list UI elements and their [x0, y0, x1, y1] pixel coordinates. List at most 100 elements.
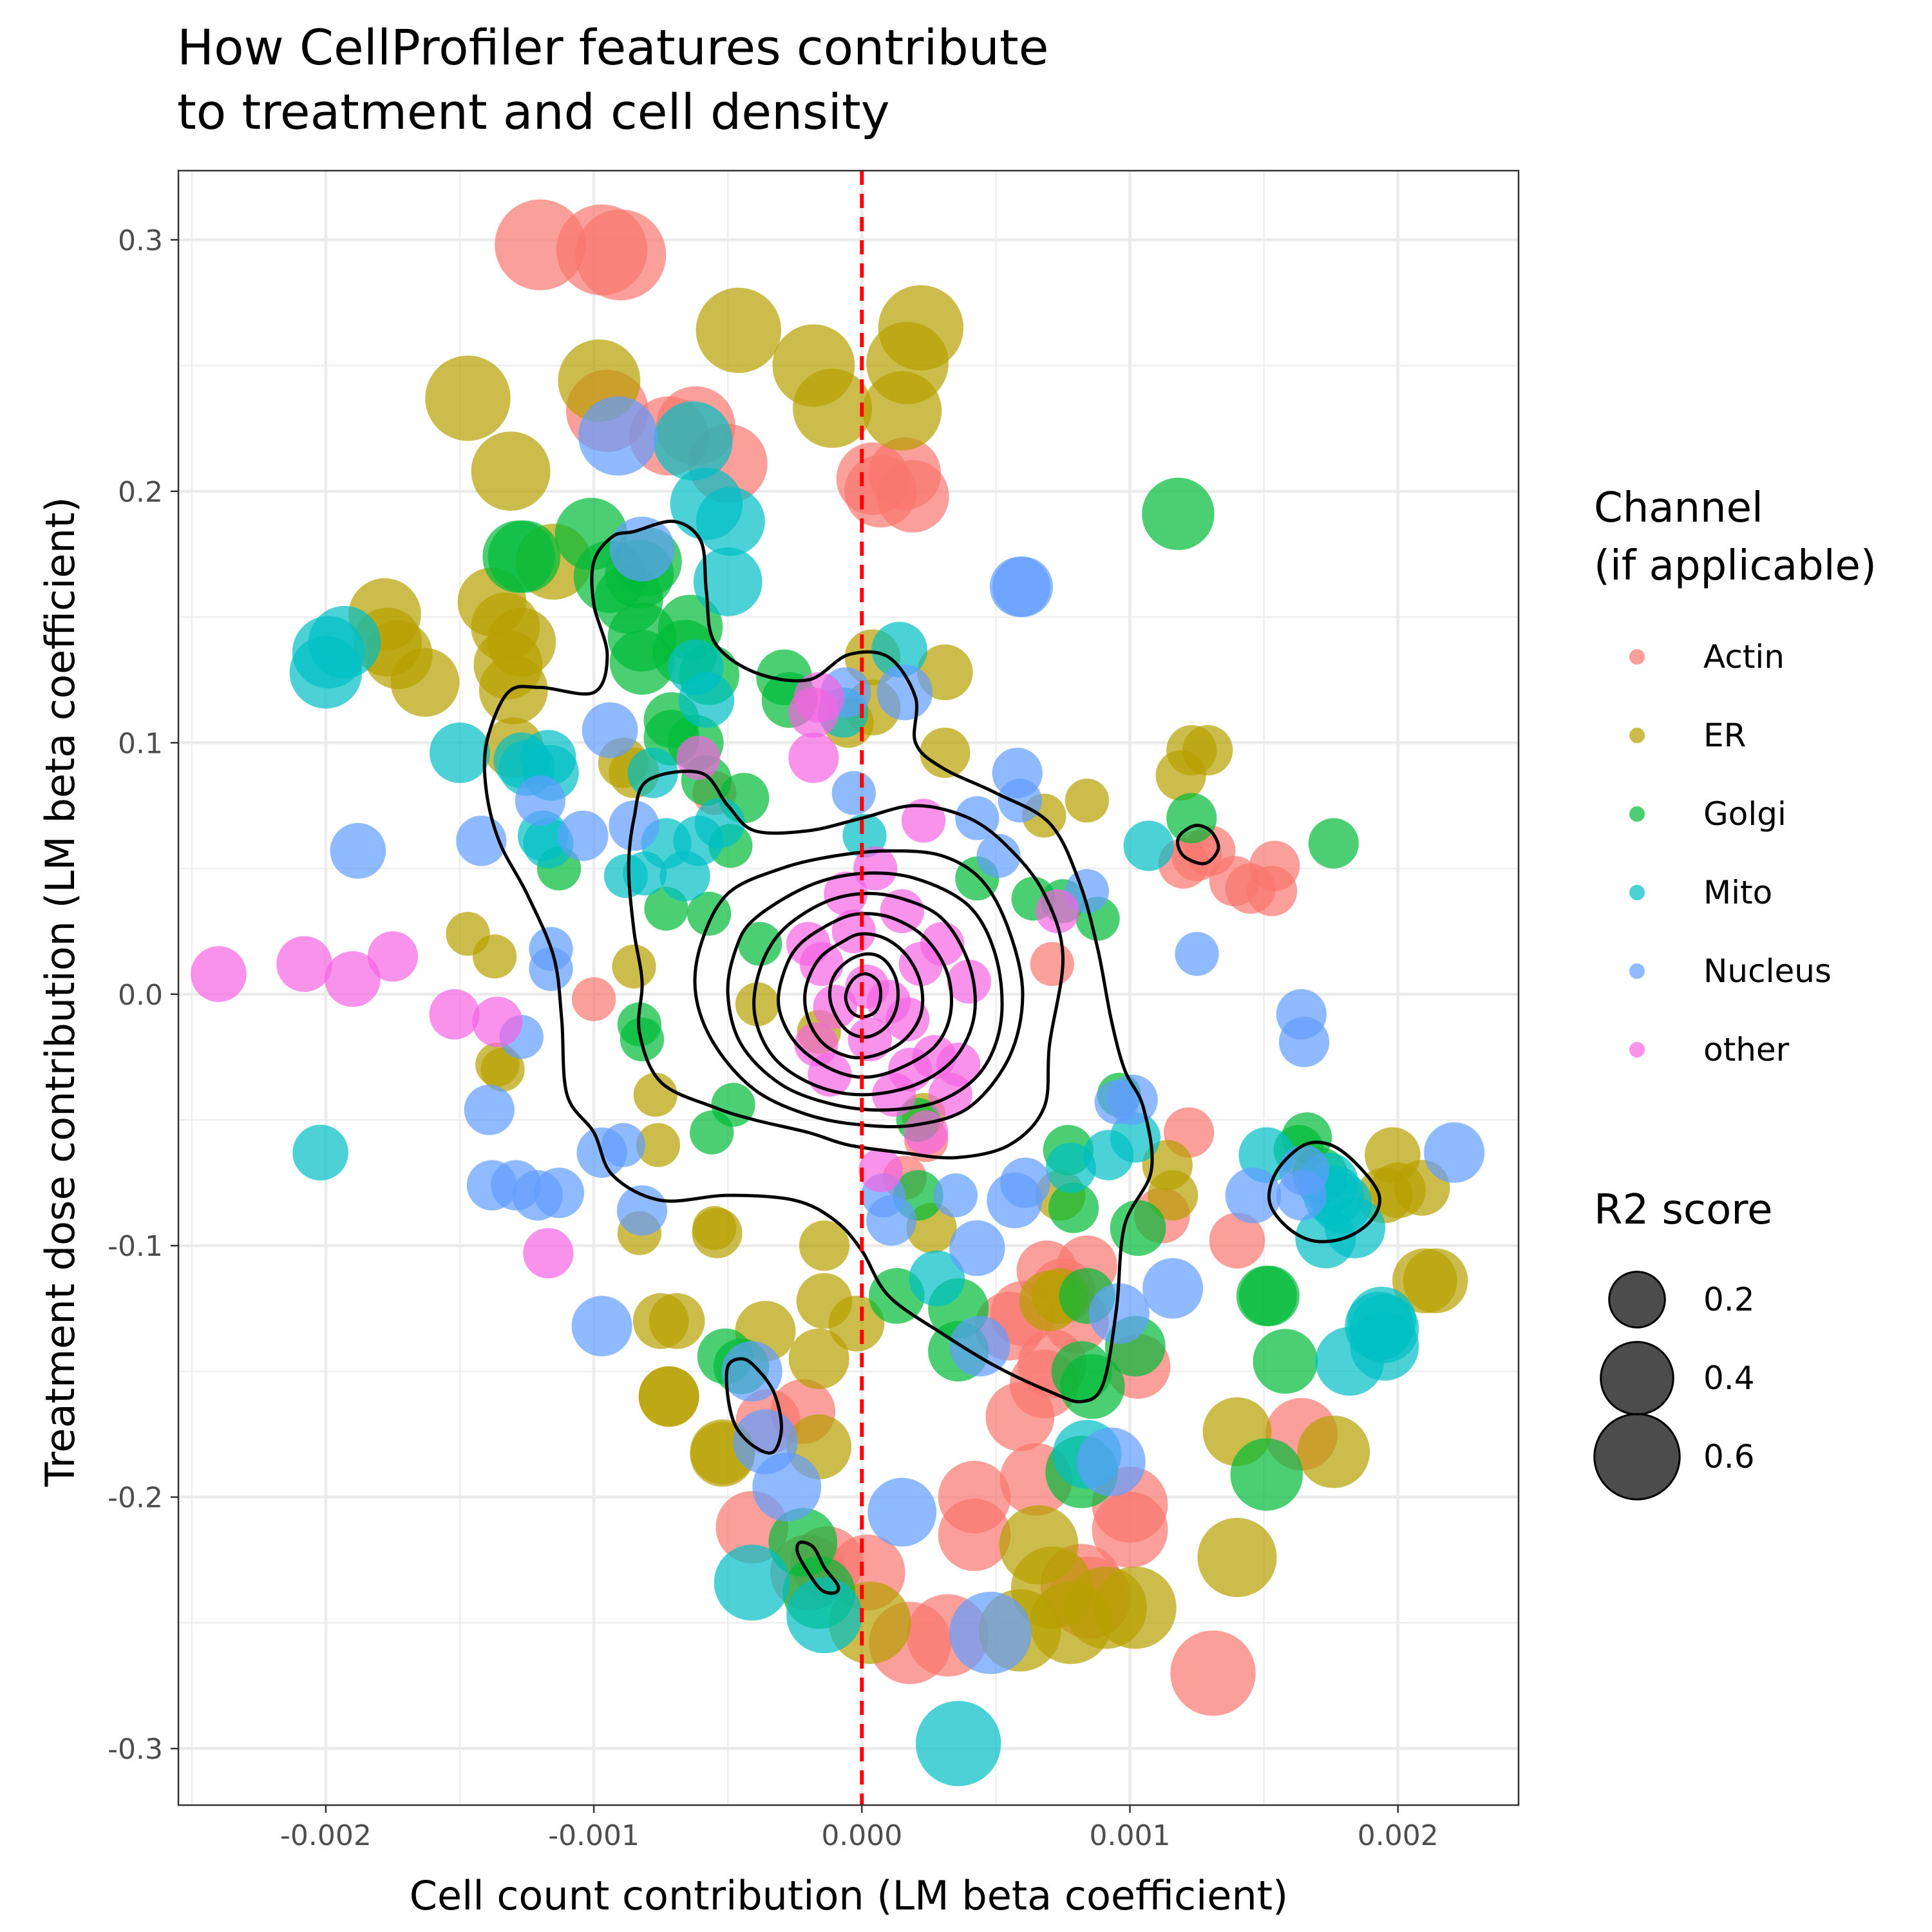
- legend-label-er: ER: [1703, 717, 1746, 754]
- point-nucleus: [1225, 1167, 1282, 1224]
- point-mito: [1315, 1327, 1385, 1396]
- point-nucleus: [558, 810, 609, 861]
- x-tick-label: 0.002: [1358, 1819, 1439, 1852]
- point-actin: [1209, 1213, 1265, 1269]
- point-mito: [693, 547, 762, 616]
- point-other: [325, 951, 381, 1007]
- point-other: [904, 1110, 949, 1155]
- point-er: [1297, 1416, 1370, 1488]
- point-er: [633, 1072, 677, 1117]
- point-golgi: [1230, 1438, 1303, 1511]
- point-mito: [1045, 1142, 1097, 1193]
- point-nucleus: [609, 516, 675, 582]
- point-golgi: [738, 922, 782, 966]
- density-contour-6: [777, 912, 953, 1079]
- point-golgi: [488, 520, 561, 593]
- legend-key-other: [1629, 1042, 1645, 1057]
- point-er: [1403, 1248, 1468, 1314]
- legend-key-golgi: [1629, 806, 1645, 822]
- point-er: [425, 355, 511, 441]
- point-other: [191, 946, 247, 1002]
- point-er: [471, 431, 551, 511]
- point-nucleus: [867, 1477, 937, 1547]
- y-tick-label: 0.3: [118, 224, 163, 257]
- y-tick-label: -0.3: [108, 1733, 163, 1766]
- density-contour-11: [1267, 1141, 1381, 1244]
- point-er: [636, 1122, 681, 1168]
- size-legend-key: [1600, 1341, 1674, 1416]
- x-tick-label: 0.000: [821, 1819, 902, 1852]
- point-mito: [871, 621, 927, 678]
- point-other: [429, 989, 480, 1040]
- point-nucleus: [949, 1316, 1010, 1377]
- y-axis-title: Treatment dose contribution (LM beta coe…: [37, 497, 84, 1488]
- point-actin: [938, 1498, 1011, 1571]
- point-mito: [714, 1544, 790, 1621]
- point-nucleus: [949, 1591, 1032, 1674]
- point-mito: [694, 798, 745, 849]
- point-nucleus: [330, 822, 386, 879]
- y-tick-label: -0.2: [108, 1482, 163, 1515]
- legend-label-actin: Actin: [1703, 638, 1785, 676]
- point-nucleus: [515, 775, 565, 826]
- density-contour-7: [803, 932, 925, 1060]
- point-other: [880, 889, 924, 934]
- point-actin: [571, 977, 616, 1021]
- channel-legend: Channel (if applicable) Actin ER Golgi Mito…: [1594, 484, 1877, 1068]
- point-other: [813, 985, 857, 1029]
- point-nucleus: [571, 1296, 632, 1357]
- density-contour-2: [627, 770, 1065, 1160]
- point-nucleus: [533, 1168, 585, 1218]
- point-er: [828, 1295, 885, 1352]
- x-tick-label: -0.001: [548, 1819, 639, 1852]
- point-er: [799, 1220, 850, 1271]
- size-legend-label: 0.2: [1703, 1281, 1755, 1318]
- point-other: [848, 1017, 892, 1062]
- point-er: [793, 368, 873, 448]
- point-nucleus: [866, 1195, 917, 1246]
- point-other: [786, 922, 831, 966]
- chart-title-line-1: How CellProfiler features contribute: [177, 19, 1048, 76]
- r2-legend: R2 score 0.2 0.4 0.6: [1593, 1186, 1773, 1501]
- point-nucleus: [933, 1173, 978, 1218]
- point-nucleus: [752, 1452, 822, 1522]
- point-other: [898, 942, 943, 987]
- point-actin: [575, 209, 667, 301]
- point-other: [788, 732, 839, 783]
- point-actin: [1030, 942, 1074, 987]
- x-tick-label: -0.002: [280, 1819, 372, 1852]
- legend-label-golgi: Golgi: [1703, 795, 1786, 833]
- point-er: [1197, 1517, 1277, 1597]
- point-other: [858, 1148, 903, 1193]
- point-mito: [603, 854, 649, 898]
- point-nucleus: [529, 947, 573, 991]
- point-golgi: [1142, 477, 1215, 551]
- size-legend-label: 0.6: [1703, 1438, 1755, 1475]
- point-other: [947, 960, 991, 1004]
- point-other: [901, 799, 946, 843]
- size-legend-label: 0.4: [1703, 1359, 1755, 1397]
- point-mito: [659, 851, 710, 902]
- point-nucleus: [1424, 1122, 1485, 1183]
- point-mito: [292, 1124, 348, 1181]
- point-mito: [653, 401, 733, 481]
- x-axis-title: Cell count contribution (LM beta coeffic…: [410, 1872, 1288, 1919]
- point-other: [276, 936, 332, 992]
- density-contour-8: [828, 952, 900, 1039]
- point-other: [794, 1022, 838, 1066]
- point-er: [1155, 750, 1206, 801]
- point-nucleus: [1088, 1283, 1150, 1344]
- point-mito: [909, 1250, 965, 1307]
- y-tick-label: 0.0: [118, 979, 163, 1012]
- point-nucleus: [464, 1084, 515, 1135]
- point-er: [1094, 1566, 1177, 1649]
- r2-legend-title: R2 score: [1594, 1186, 1773, 1234]
- point-er: [1147, 1170, 1198, 1221]
- point-golgi: [1048, 1182, 1099, 1233]
- point-mito: [678, 672, 735, 728]
- y-tick-label: 0.1: [118, 727, 163, 760]
- plot-border: [177, 169, 1520, 1806]
- point-other: [793, 672, 844, 723]
- point-mito: [696, 487, 765, 556]
- point-mito: [1123, 820, 1174, 871]
